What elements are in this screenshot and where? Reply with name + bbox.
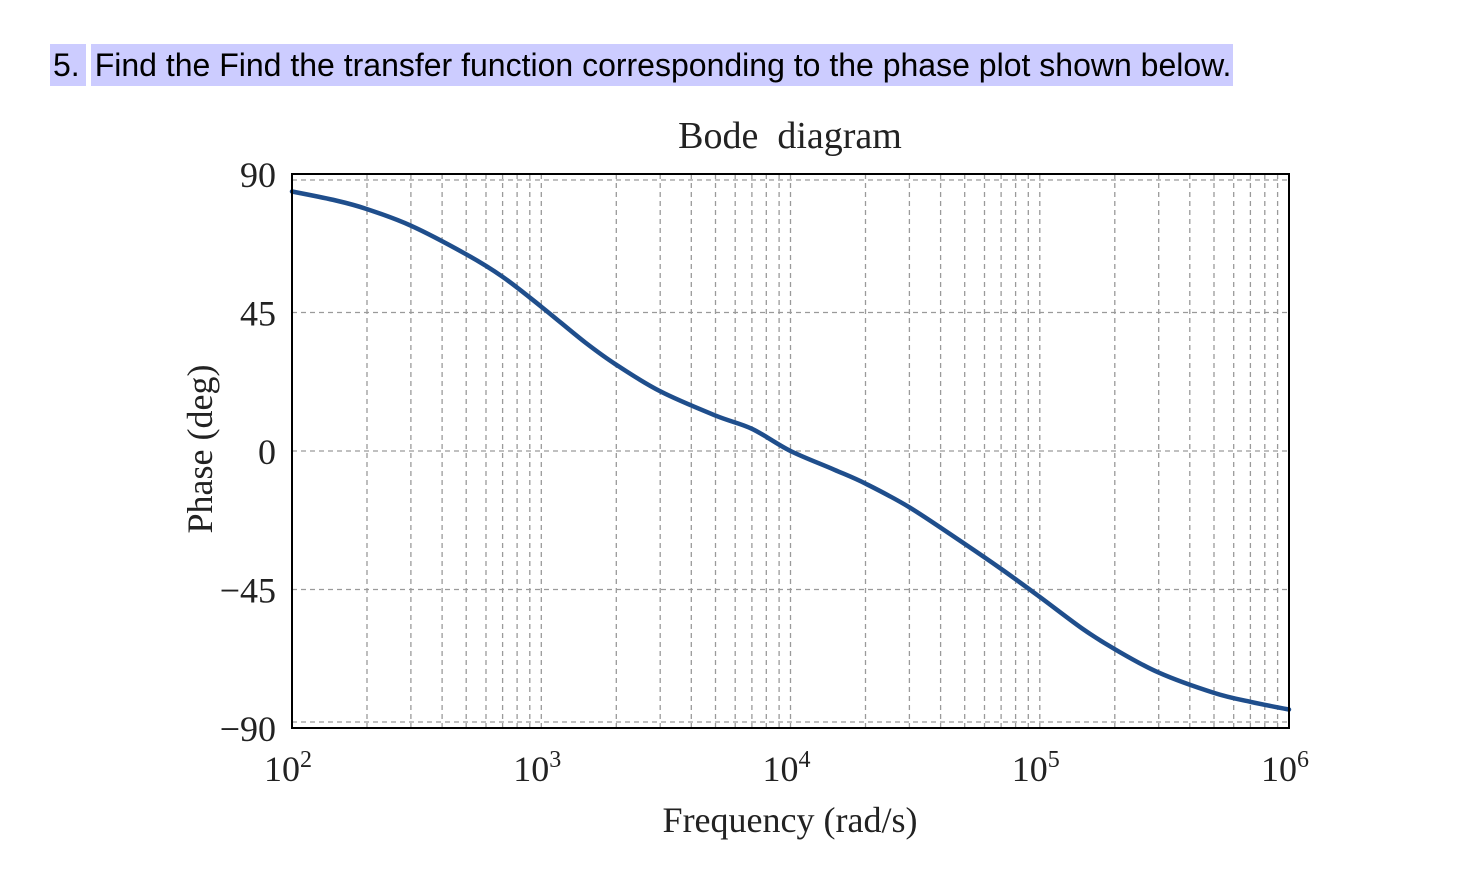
x-tick-label: 105 [1012, 747, 1060, 789]
y-tick-label: −90 [220, 709, 276, 749]
x-axis-label: Frequency (rad/s) [663, 800, 918, 840]
x-tick-label: 103 [513, 747, 561, 789]
y-tick-label: −45 [220, 571, 276, 611]
x-tick-label: 106 [1261, 747, 1309, 789]
chart-title: Bode diagram [678, 115, 902, 157]
phase-curve [289, 189, 1292, 712]
question-number: 5. [50, 44, 86, 86]
y-tick-label: 45 [240, 294, 276, 334]
plot-frame [291, 173, 1290, 729]
x-tick-label: 104 [763, 747, 811, 789]
x-tick-labels: 102 103 104 105 106 [264, 747, 1309, 789]
y-tick-label: 0 [258, 432, 276, 472]
grid [292, 174, 1289, 728]
question-text: Find the Find the transfer function corr… [90, 44, 1234, 86]
plot-area [289, 189, 1292, 712]
question-gap [85, 44, 91, 86]
y-tick-labels: 90 45 0 −45 −90 [220, 155, 276, 749]
y-tick-label: 90 [240, 155, 276, 195]
y-axis-label: Phase (deg) [180, 365, 220, 534]
x-tick-label: 102 [264, 747, 312, 789]
question-header: 5. Find the Find the transfer function c… [50, 44, 1234, 86]
